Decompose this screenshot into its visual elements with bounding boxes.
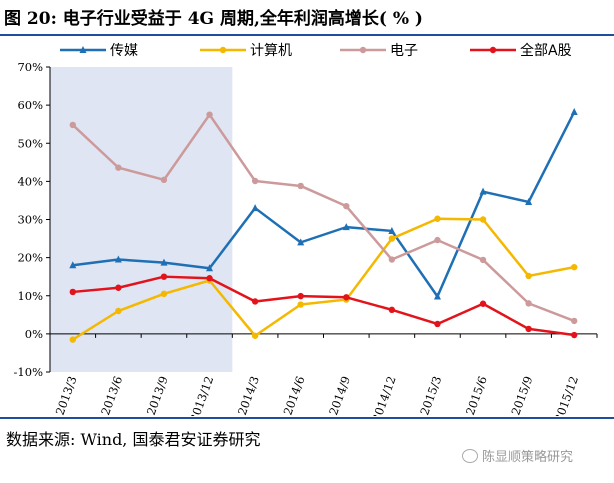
data-point: [388, 235, 396, 242]
y-tick-label: 30%: [17, 213, 43, 227]
data-point: [388, 226, 396, 234]
data-point: [69, 336, 76, 343]
data-point: [297, 301, 304, 308]
data-point: [525, 300, 532, 307]
data-point: [479, 216, 487, 223]
series-line: [72, 217, 575, 341]
x-tick-label: 2015/3: [417, 374, 444, 416]
data-point: [434, 320, 441, 328]
series-line: [72, 111, 576, 298]
y-tick-label: -10%: [14, 365, 44, 379]
series-4: [69, 273, 578, 339]
data-point: [343, 202, 350, 210]
y-tick-label: 40%: [17, 174, 43, 188]
data-point: [388, 256, 396, 263]
legend-label: 计算机: [250, 43, 292, 59]
title-bar: 图 20: 电子行业受益于 4G 周期,全年利润高增长( % ): [0, 0, 614, 36]
data-point: [525, 197, 533, 205]
data-point: [251, 177, 259, 185]
legend-marker: [359, 46, 367, 54]
source-note: 数据来源: Wind, 国泰君安证券研究: [6, 430, 261, 449]
data-point: [206, 111, 213, 118]
legend-marker: [79, 46, 87, 53]
series-line: [71, 113, 575, 323]
data-point: [479, 187, 487, 195]
legend-item: 电子: [340, 43, 418, 59]
data-point: [434, 215, 441, 222]
data-point: [433, 292, 441, 300]
data-point: [206, 275, 213, 282]
legend-label: 全部A股: [520, 42, 572, 59]
x-tick-label: 2013/9: [144, 374, 171, 416]
legend-marker: [489, 46, 497, 54]
y-tick-label: 50%: [17, 136, 43, 150]
data-point: [160, 176, 168, 184]
data-point: [251, 298, 259, 305]
series-2: [69, 215, 578, 343]
data-point: [69, 121, 76, 129]
data-point: [343, 294, 350, 301]
x-tick-label: 2014/3: [235, 374, 262, 416]
data-point: [388, 306, 396, 314]
x-tick-label: 2015/9: [508, 374, 535, 416]
data-point: [571, 317, 578, 325]
series-line: [72, 275, 575, 337]
watermark: 陈显顺策略研究: [462, 446, 573, 465]
data-point: [160, 273, 168, 280]
x-tick-label: 2014/12: [369, 374, 398, 416]
data-point: [115, 284, 122, 291]
data-point: [570, 107, 578, 115]
data-point: [571, 331, 578, 339]
x-tick-label: 2015/6: [463, 374, 490, 416]
series-1: [69, 107, 578, 300]
data-point: [525, 272, 532, 280]
legend-label: 电子: [390, 43, 418, 59]
data-point: [297, 182, 304, 190]
y-tick-label: 70%: [17, 60, 43, 74]
data-point: [434, 236, 441, 244]
data-point: [251, 332, 259, 339]
watermark-text: 陈显顺策略研究: [482, 450, 574, 465]
data-point: [69, 261, 77, 269]
data-point: [571, 263, 578, 271]
y-tick-label: 20%: [17, 251, 43, 265]
bottom-rule: [0, 417, 614, 419]
data-point: [525, 325, 532, 333]
x-tick-label: 2013/12: [187, 374, 216, 416]
data-point: [206, 264, 214, 272]
series-3: [69, 111, 578, 325]
y-tick-label: 60%: [17, 98, 43, 112]
x-tick-label: 2014/6: [281, 374, 308, 416]
x-tick-label: 2014/9: [326, 374, 353, 416]
data-point: [160, 290, 168, 298]
y-tick-label: 10%: [17, 289, 43, 303]
data-point: [160, 258, 168, 266]
y-tick-label: 0%: [25, 327, 43, 341]
data-point: [342, 223, 350, 231]
x-tick-label: 2015/12: [552, 374, 581, 416]
data-point: [479, 256, 487, 264]
data-point: [297, 238, 305, 246]
data-point: [115, 164, 122, 171]
data-point: [114, 255, 122, 263]
x-tick-label: 2013/6: [98, 374, 125, 416]
legend-item: 计算机: [200, 43, 292, 59]
data-point: [297, 292, 304, 300]
legend-label: 传媒: [110, 43, 138, 59]
wechat-icon: [462, 449, 478, 463]
x-tick-label: 2013/3: [53, 374, 80, 416]
data-point: [69, 288, 76, 296]
shaded-region: [50, 67, 233, 372]
data-point: [115, 307, 122, 315]
legend-item: 全部A股: [470, 42, 572, 59]
line-chart: 传媒 计算机 电子 全部A股 -10% 0% 10% 20% 30% 40% 50% 60% 70% 2…: [14, 42, 598, 416]
legend-marker: [219, 46, 227, 54]
chart-title: 图 20: 电子行业受益于 4G 周期,全年利润高增长( % ): [4, 9, 423, 29]
legend-item: 传媒: [60, 43, 138, 59]
data-point: [251, 204, 259, 212]
data-point: [479, 300, 487, 307]
